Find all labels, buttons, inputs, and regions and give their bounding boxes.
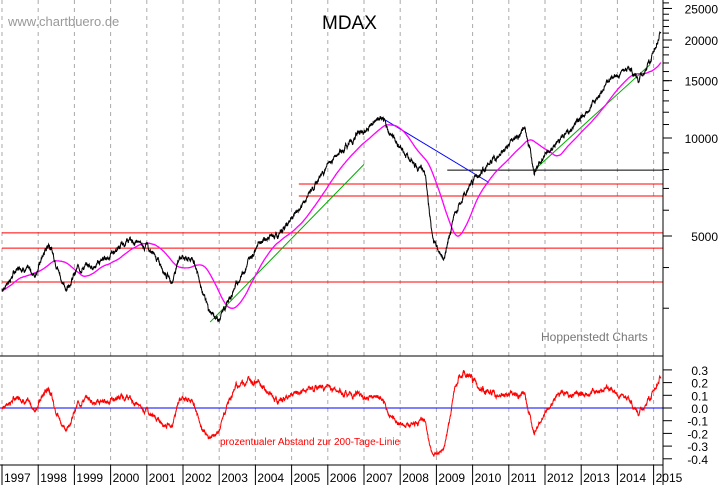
x-tick-label: 2012 xyxy=(547,471,574,485)
trend-lines xyxy=(209,64,651,323)
osc-y-tick-label: 0.3 xyxy=(691,364,708,378)
y-tick-label: 10000 xyxy=(685,132,719,146)
osc-y-tick-label: 0.2 xyxy=(691,377,708,391)
x-tick-label: 2005 xyxy=(294,471,321,485)
osc-y-tick-label: 0.1 xyxy=(691,389,708,403)
chart-title: MDAX xyxy=(322,13,377,34)
osc-y-tick-label: -0.3 xyxy=(687,440,708,454)
watermark: www.chartbuero.de xyxy=(7,14,119,29)
oscillator-line xyxy=(1,369,662,458)
x-tick-label: 2004 xyxy=(257,471,284,485)
osc-y-tick-label: -0.1 xyxy=(687,415,708,429)
osc-y-tick-label: 0.0 xyxy=(691,402,708,416)
x-tick-label: 2009 xyxy=(438,471,465,485)
x-tick-label: 1997 xyxy=(4,471,31,485)
y-tick-label: 20000 xyxy=(685,34,719,48)
trend-line xyxy=(533,64,651,171)
x-tick-label: 2000 xyxy=(113,471,140,485)
y-tick-label: 25000 xyxy=(685,2,719,16)
x-tick-label: 2015 xyxy=(656,471,683,485)
x-tick-label: 2008 xyxy=(402,471,429,485)
y-tick-label: 5000 xyxy=(691,230,718,244)
x-tick-label: 1999 xyxy=(76,471,103,485)
trend-line xyxy=(209,163,365,323)
oscillator-annotation: prozentualer Abstand zur 200-Tage-Linie xyxy=(220,437,401,448)
osc-y-tick-label: -0.4 xyxy=(687,453,708,467)
y-tick-label: 15000 xyxy=(685,75,719,89)
support-resistance-lines xyxy=(2,169,663,283)
x-tick-label: 2001 xyxy=(149,471,176,485)
x-tick-label: 2014 xyxy=(619,471,646,485)
x-tick-label: 2003 xyxy=(221,471,248,485)
x-tick-label: 2007 xyxy=(366,471,393,485)
x-tick-label: 2013 xyxy=(583,471,610,485)
x-tick-label: 1998 xyxy=(40,471,67,485)
osc-y-tick-label: -0.2 xyxy=(687,427,708,441)
x-tick-label: 2002 xyxy=(185,471,212,485)
x-tick-label: 2010 xyxy=(475,471,502,485)
x-tick-label: 2011 xyxy=(511,471,537,485)
price-line xyxy=(1,31,662,324)
credit: Hoppenstedt Charts xyxy=(541,330,648,344)
moving-average-200-line xyxy=(1,62,662,309)
x-tick-label: 2006 xyxy=(330,471,357,485)
